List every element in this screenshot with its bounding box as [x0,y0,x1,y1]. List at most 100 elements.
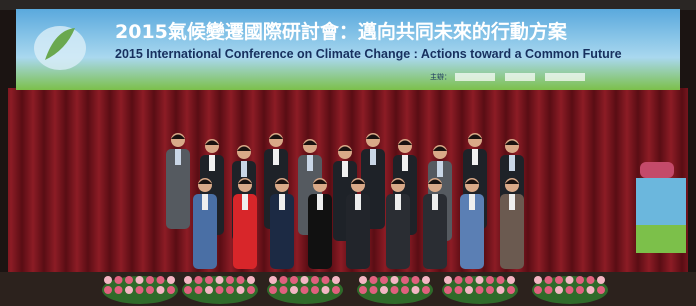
shirt [209,155,215,171]
flower [555,276,563,284]
photo: 2015氣候變遷國際研討會：邁向共同未來的行動方案 2015 Internati… [0,0,696,306]
sponsor-logo [455,73,495,81]
flower [157,276,165,284]
shirt [395,194,401,210]
flower [301,286,309,294]
flower [455,276,463,284]
flower [359,286,367,294]
banner-title-zh: 2015氣候變遷國際研討會：邁向共同未來的行動方案 [115,20,568,43]
flower [301,276,309,284]
shirt [355,194,361,210]
flower [311,276,319,284]
flower [184,276,192,284]
flower [136,286,144,294]
flower [322,286,330,294]
flower [391,276,399,284]
flower [412,286,420,294]
flower [507,276,515,284]
flower [587,276,595,284]
flower [290,286,298,294]
flower [125,286,133,294]
flower [465,286,473,294]
flower [534,286,542,294]
flower [146,276,154,284]
shirt [432,194,438,210]
flower [146,286,154,294]
flower [476,276,484,284]
sponsor-logo [505,73,535,81]
flower [195,286,203,294]
flower [226,286,234,294]
flower [497,286,505,294]
shirt [342,161,348,177]
flower [422,276,430,284]
shirt [509,194,515,210]
banner-title-en: 2015 International Conference on Climate… [115,47,622,61]
flower [545,286,553,294]
flower [280,276,288,284]
flower [332,286,340,294]
flower [391,286,399,294]
flower [401,286,409,294]
poster-grass [636,225,686,253]
flower [576,276,584,284]
flower [290,276,298,284]
shirt [242,194,248,210]
flower [205,276,213,284]
flower [104,286,112,294]
flower [597,276,605,284]
ceiling [0,0,696,10]
flower [237,276,245,284]
flower [422,286,430,294]
flower [370,276,378,284]
flower [566,276,574,284]
flower [576,286,584,294]
shirt [472,149,478,165]
shirt [437,161,443,177]
flower [597,286,605,294]
flower [115,276,123,284]
flower [359,276,367,284]
flower [167,286,175,294]
flower [401,276,409,284]
flower [115,286,123,294]
flower [455,286,463,294]
flower [566,286,574,294]
flower [237,286,245,294]
flower [136,276,144,284]
flower [125,276,133,284]
flower [205,286,213,294]
flower [195,276,203,284]
flower [555,286,563,294]
shirt [317,194,323,210]
flower [216,286,224,294]
shirt [202,194,208,210]
flower [444,286,452,294]
flower [486,286,494,294]
shirt [279,194,285,210]
flower [534,276,542,284]
flower [226,276,234,284]
flower [269,276,277,284]
flower [370,286,378,294]
shirt [273,149,279,165]
poster-flowers [640,162,674,178]
shirt [307,155,313,171]
flower [380,286,388,294]
sponsor-logo [545,73,585,81]
flower [332,276,340,284]
page: {"banner": {"title_zh": "2015氣候變遷國際研討會：邁… [0,0,696,306]
flower [157,286,165,294]
flower [465,276,473,284]
flower [311,286,319,294]
flower [247,286,255,294]
flower [322,276,330,284]
flower [380,276,388,284]
flower [486,276,494,284]
flower [412,276,420,284]
flower [104,276,112,284]
flower [545,276,553,284]
flower [507,286,515,294]
shirt [469,194,475,210]
flower [444,276,452,284]
